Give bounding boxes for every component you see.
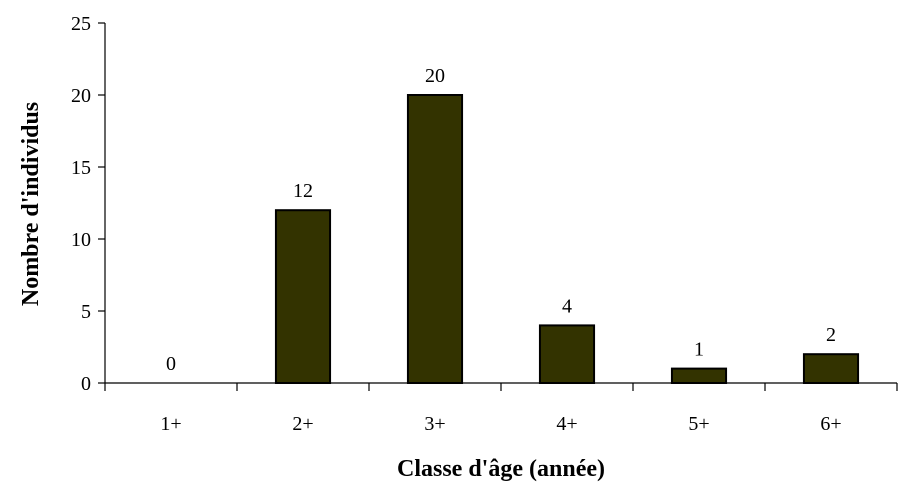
data-label-5+: 1	[694, 339, 704, 361]
x-tick-label-2+: 2+	[292, 413, 313, 435]
data-label-3+: 20	[425, 65, 445, 87]
y-tick-label-5: 5	[81, 301, 91, 323]
data-label-2+: 12	[293, 180, 313, 202]
bar-4+	[538, 324, 596, 384]
x-tick-label-1+: 1+	[160, 413, 181, 435]
bar-6+	[802, 353, 860, 385]
y-tick-label-25: 25	[71, 13, 91, 35]
y-tick-label-15: 15	[71, 157, 91, 179]
y-tick-label-0: 0	[81, 373, 91, 395]
x-axis-title: Classe d'âge (année)	[397, 456, 605, 482]
y-axis-title: Nombre d'individus	[18, 102, 44, 306]
bar-2+	[274, 209, 332, 384]
x-tick-label-6+: 6+	[820, 413, 841, 435]
x-tick-label-4+: 4+	[556, 413, 577, 435]
data-label-1+: 0	[166, 353, 176, 375]
data-label-6+: 2	[826, 324, 836, 346]
x-tick-label-5+: 5+	[688, 413, 709, 435]
y-tick-label-10: 10	[71, 229, 91, 251]
data-label-4+: 4	[562, 295, 572, 317]
y-tick-label-20: 20	[71, 85, 91, 107]
bar-5+	[670, 367, 728, 385]
x-tick-label-3+: 3+	[424, 413, 445, 435]
bar-3+	[406, 94, 464, 384]
